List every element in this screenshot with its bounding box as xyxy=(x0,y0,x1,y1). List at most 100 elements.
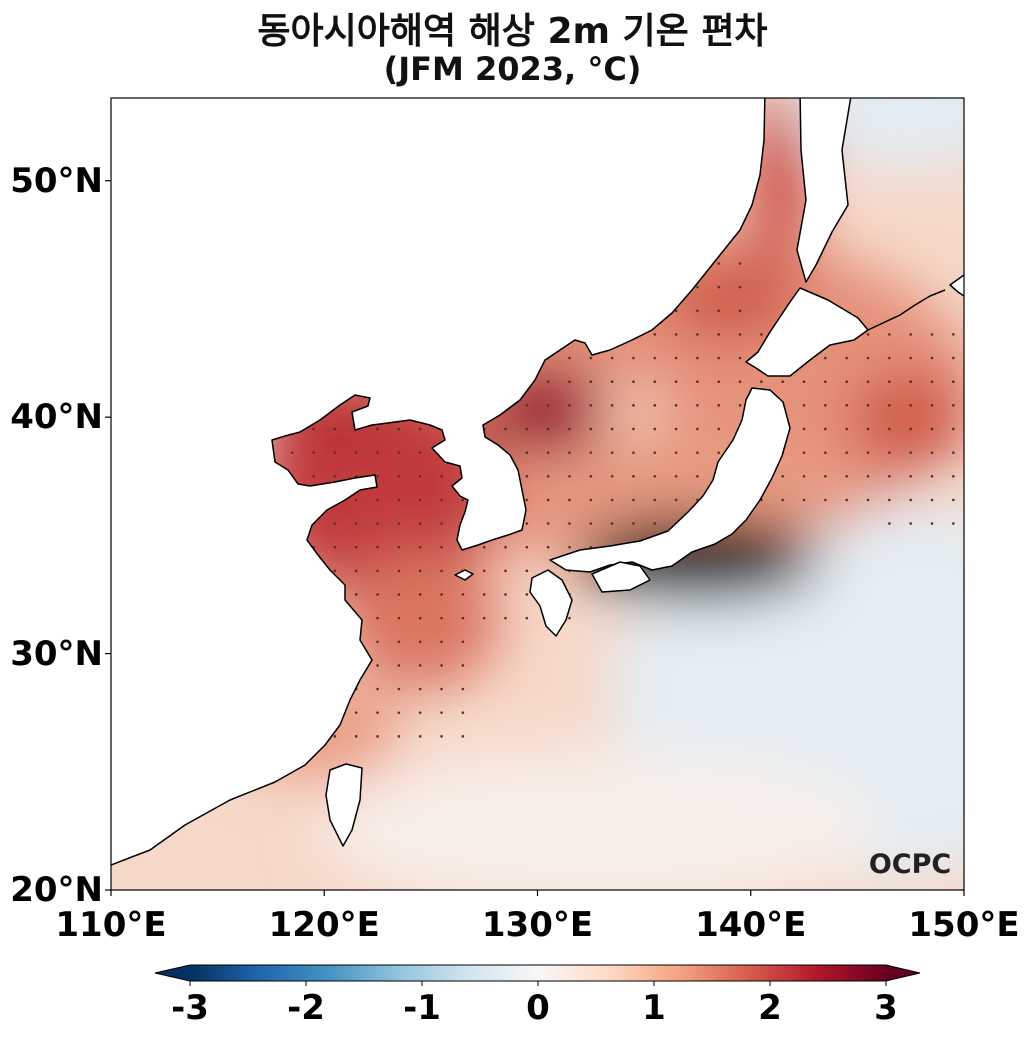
significance-dot xyxy=(482,545,486,549)
significance-dot xyxy=(397,687,401,691)
significance-dot xyxy=(824,498,827,502)
significance-dot xyxy=(610,356,614,360)
significance-dot xyxy=(504,593,507,596)
significance-dot xyxy=(845,451,849,454)
significance-dot xyxy=(397,640,401,644)
significance-dot xyxy=(909,522,912,525)
land-kamchatka-tip xyxy=(949,274,964,297)
significance-dot xyxy=(674,404,678,407)
significance-dot xyxy=(418,687,422,691)
ocpc-logo: OCPC xyxy=(869,849,951,880)
significance-dot xyxy=(952,356,955,360)
significance-dot xyxy=(888,451,891,454)
significance-dot xyxy=(376,687,379,691)
significance-dot xyxy=(568,474,571,478)
significance-dot xyxy=(461,687,465,691)
significance-dot xyxy=(845,427,849,431)
significance-dot xyxy=(461,664,465,667)
significance-dot xyxy=(866,451,870,454)
significance-dot xyxy=(738,285,742,289)
significance-dot xyxy=(653,522,657,525)
significance-dot xyxy=(376,427,379,431)
significance-dot xyxy=(738,404,742,407)
colorbar-extend-high xyxy=(886,965,920,981)
lon-tick-label: 110°E xyxy=(55,905,167,945)
significance-dot xyxy=(952,522,955,525)
significance-dot xyxy=(482,616,486,620)
significance-dot xyxy=(888,333,891,336)
significance-dot xyxy=(973,522,976,525)
significance-dot xyxy=(888,427,891,431)
significance-dot xyxy=(397,498,401,502)
significance-dot xyxy=(696,333,699,336)
significance-dot xyxy=(717,285,721,289)
significance-dot xyxy=(909,427,912,431)
significance-dot xyxy=(653,474,657,478)
colorbar-gradient xyxy=(190,965,886,981)
significance-dot xyxy=(717,380,721,384)
significance-dot xyxy=(888,356,891,360)
land-jeju xyxy=(454,569,474,581)
significance-dot xyxy=(653,404,657,407)
significance-dot xyxy=(760,380,763,384)
significance-dot xyxy=(973,357,976,360)
significance-dot xyxy=(738,333,742,336)
significance-dot xyxy=(653,427,657,431)
significance-dot xyxy=(845,380,849,384)
significance-dot xyxy=(589,451,593,454)
lat-tick-label: 20°N xyxy=(10,870,103,910)
significance-dot xyxy=(376,735,379,738)
significance-dot xyxy=(717,427,721,431)
significance-dot xyxy=(930,404,934,407)
significance-dot xyxy=(717,451,721,454)
significance-dot xyxy=(546,522,550,525)
significance-dot xyxy=(525,474,529,478)
significance-dot xyxy=(376,616,379,620)
significance-dot xyxy=(610,451,614,454)
significance-dot xyxy=(738,309,742,313)
significance-dot xyxy=(461,640,465,644)
significance-dot xyxy=(525,593,529,596)
significance-dot xyxy=(845,474,849,478)
significance-dot xyxy=(909,474,912,478)
significance-dot xyxy=(674,474,678,478)
significance-dot xyxy=(824,451,827,454)
significance-dot xyxy=(312,451,315,454)
colorbar-tick-label: 2 xyxy=(758,988,782,1028)
significance-dot xyxy=(440,593,443,596)
significance-dot xyxy=(696,427,699,431)
significance-dot xyxy=(397,451,401,454)
significance-dot xyxy=(418,474,422,478)
significance-dot xyxy=(418,427,422,431)
significance-dot xyxy=(333,522,337,525)
significance-dot xyxy=(333,427,337,431)
land-mainland xyxy=(111,98,766,867)
significance-dot xyxy=(952,333,955,336)
significance-dot xyxy=(504,427,507,431)
significance-dot xyxy=(610,427,614,431)
significance-dot xyxy=(354,474,358,478)
land-mask xyxy=(111,98,964,867)
colorbar-extend-low xyxy=(155,965,190,981)
significance-dot xyxy=(504,545,507,549)
significance-dot xyxy=(888,404,891,407)
significance-dot xyxy=(589,498,593,502)
significance-dot xyxy=(653,498,657,502)
significance-dot xyxy=(440,616,443,620)
significance-dot xyxy=(354,735,358,738)
significance-dot xyxy=(930,356,934,360)
significance-dot xyxy=(525,522,529,525)
significance-dot xyxy=(866,474,870,478)
significance-dot xyxy=(696,309,699,313)
significance-dot xyxy=(440,474,443,478)
significance-dot xyxy=(525,498,529,502)
significance-dot xyxy=(376,593,379,596)
significance-dot xyxy=(738,262,742,265)
significance-dot xyxy=(397,664,401,667)
significance-dot xyxy=(290,451,294,454)
significance-dot xyxy=(866,333,870,336)
significance-dot xyxy=(397,593,401,596)
significance-dot xyxy=(354,569,358,573)
significance-dot xyxy=(909,333,912,336)
